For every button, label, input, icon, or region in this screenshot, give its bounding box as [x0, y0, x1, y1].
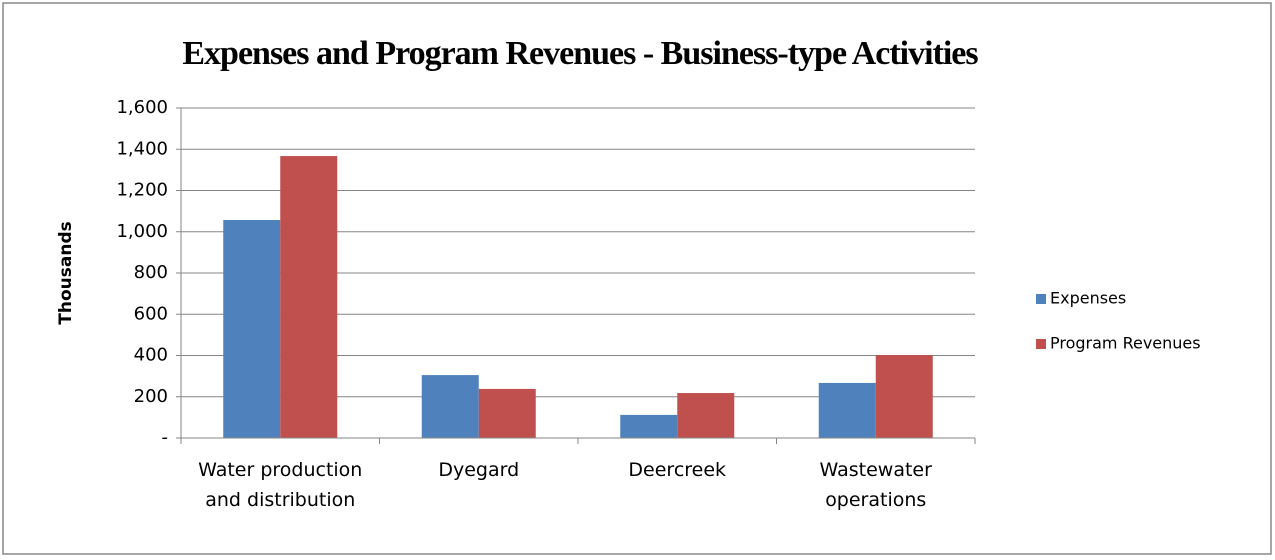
bar	[818, 382, 876, 438]
legend-swatch	[1036, 339, 1046, 349]
y-tick-label: 1,400	[116, 138, 168, 159]
x-tick-label: Wastewater operations	[819, 459, 932, 511]
y-tick-label: 400	[134, 345, 168, 366]
x-tick-label: Water production and distribution	[198, 459, 363, 511]
bar	[421, 375, 479, 438]
y-tick-label: 800	[134, 262, 168, 283]
y-tick-label: -	[162, 427, 169, 448]
chart-title: Expenses and Program Revenues - Business…	[182, 35, 978, 72]
y-axis-label: Thousands	[56, 221, 76, 324]
legend-label: Expenses	[1050, 289, 1126, 308]
bar	[875, 355, 933, 438]
bar	[677, 393, 735, 438]
y-tick-label: 1,200	[116, 180, 168, 201]
bar	[620, 414, 678, 438]
y-tick-label: 1,600	[116, 97, 168, 118]
y-tick-label: 1,000	[116, 221, 168, 242]
legend-label: Program Revenues	[1050, 334, 1201, 353]
y-tick-label: 600	[134, 303, 168, 324]
y-tick-label: 200	[134, 386, 168, 407]
bar	[223, 219, 281, 438]
bar	[478, 388, 536, 438]
x-tick-label: Dyegard	[438, 459, 520, 481]
legend-swatch	[1036, 294, 1046, 304]
x-tick-label: Deercreek	[628, 459, 727, 481]
bar	[280, 156, 338, 438]
